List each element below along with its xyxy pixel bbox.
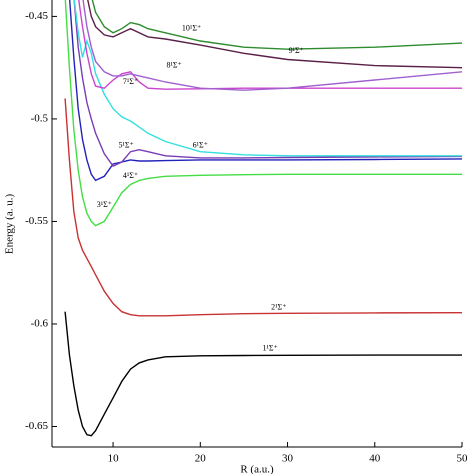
curve bbox=[87, 0, 462, 69]
curve-label: 9¹Σ⁺ bbox=[289, 46, 304, 55]
curve bbox=[78, 0, 462, 90]
y-tick-label: -0.5 bbox=[31, 112, 49, 124]
x-axis-label: R (a.u.) bbox=[240, 464, 274, 474]
curve bbox=[73, 0, 462, 157]
curve bbox=[64, 0, 462, 227]
y-tick-label: -0.45 bbox=[25, 10, 48, 22]
curve-label: 10¹Σ⁺ bbox=[182, 24, 201, 33]
y-axis-label: Energy (a. u.) bbox=[4, 194, 16, 255]
plot-area bbox=[64, 0, 462, 437]
curve-label: 1¹Σ⁺ bbox=[262, 343, 277, 352]
x-tick-label: 30 bbox=[282, 453, 294, 465]
curve-label: 6¹Σ⁺ bbox=[193, 140, 208, 149]
curve-label: 7¹Σ⁺ bbox=[123, 77, 138, 86]
x-tick-label: 40 bbox=[369, 453, 381, 465]
curve-label: 2¹Σ⁺ bbox=[271, 302, 286, 311]
curve bbox=[73, 0, 462, 167]
curve bbox=[82, 0, 462, 91]
curve bbox=[64, 98, 462, 317]
x-tick-label: 50 bbox=[457, 453, 469, 465]
y-tick-label: -0.55 bbox=[25, 215, 48, 227]
x-tick-label: 10 bbox=[108, 453, 120, 465]
x-tick-label: 20 bbox=[195, 453, 207, 465]
curve bbox=[91, 0, 462, 50]
curve-label: 3¹Σ⁺ bbox=[97, 200, 112, 209]
curve-label: 4¹Σ⁺ bbox=[123, 171, 138, 180]
y-tick-label: -0.6 bbox=[31, 318, 49, 330]
curve-label: 5¹Σ⁺ bbox=[119, 140, 134, 149]
curve bbox=[64, 311, 462, 437]
curve-label: 8¹Σ⁺ bbox=[166, 60, 181, 69]
y-tick-label: -0.65 bbox=[25, 420, 48, 432]
